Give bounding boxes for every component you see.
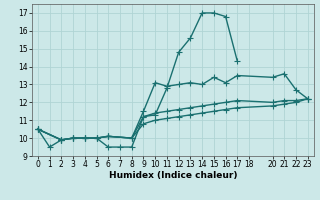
X-axis label: Humidex (Indice chaleur): Humidex (Indice chaleur) [108,171,237,180]
